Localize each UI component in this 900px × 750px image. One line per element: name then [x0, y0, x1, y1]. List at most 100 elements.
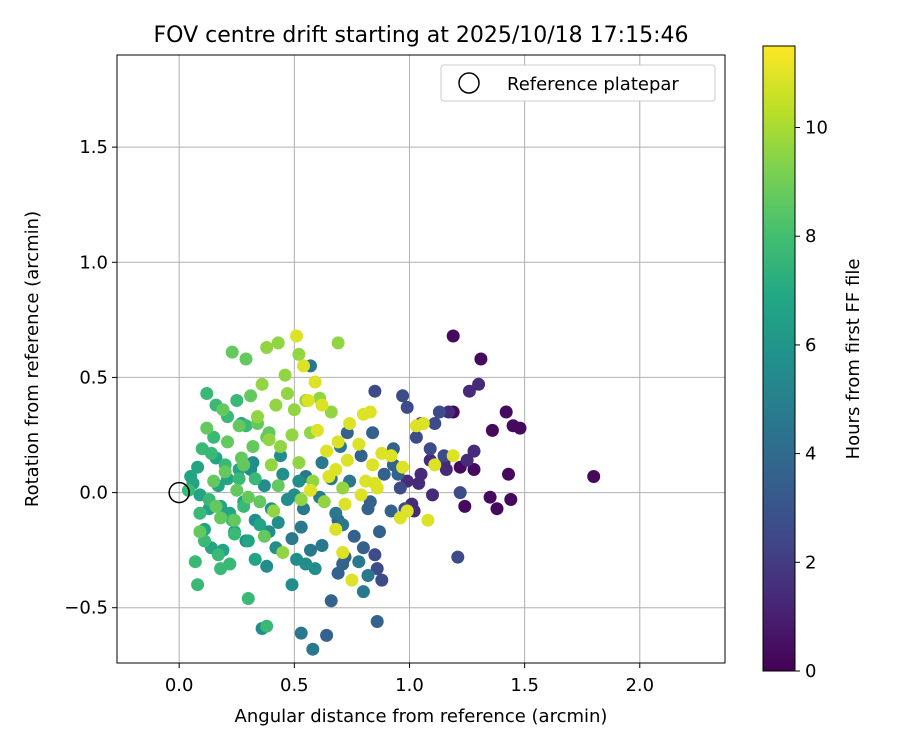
scatter-point	[241, 490, 255, 504]
scatter-point	[232, 472, 246, 486]
scatter-point	[354, 449, 368, 463]
scatter-point	[453, 486, 467, 500]
scatter-point	[207, 430, 221, 444]
scatter-point	[308, 375, 322, 389]
legend-reference-marker	[458, 72, 480, 94]
scatter-point	[396, 460, 410, 474]
scatter-point	[301, 394, 315, 407]
scatter-point	[368, 384, 382, 398]
scatter-point	[366, 426, 380, 440]
scatter-point	[290, 329, 304, 343]
scatter-point	[356, 541, 370, 555]
legend-box	[440, 64, 716, 102]
scatter-point	[329, 522, 343, 536]
scatter-point	[304, 543, 317, 557]
scatter-point	[439, 463, 453, 476]
scatter-point	[331, 566, 345, 580]
scatter-point	[228, 527, 241, 541]
scatter-point	[315, 456, 329, 470]
scatter-point	[193, 506, 207, 520]
colorbar-ticks: 0 2 4 6 8 10	[795, 118, 828, 682]
y-tick-label: −0.5	[64, 598, 108, 619]
scatter-point	[331, 435, 345, 449]
scatter-point	[191, 578, 205, 592]
scatter-point	[285, 578, 299, 592]
scatter-point	[276, 467, 290, 481]
scatter-point	[336, 481, 350, 495]
scatter-point	[248, 472, 262, 486]
scatter-point	[253, 518, 267, 532]
scatter-point	[271, 516, 285, 529]
scatter-point	[467, 463, 481, 476]
scatter-point	[228, 513, 241, 527]
scatter-point	[426, 488, 439, 502]
scatter-point	[285, 428, 299, 442]
scatter-point	[200, 421, 214, 435]
scatter-point	[472, 377, 486, 391]
scatter-point	[204, 446, 218, 460]
scatter-point	[393, 511, 407, 525]
scatter-point	[504, 493, 518, 506]
chart-title: FOV centre drift starting at 2025/10/18 …	[154, 23, 689, 48]
scatter-point	[294, 493, 308, 506]
scatter-point	[393, 481, 407, 495]
scatter-point	[343, 417, 357, 430]
scatter-point	[442, 405, 456, 419]
scatter-point	[193, 525, 207, 539]
plot-area	[117, 55, 725, 663]
scatter-point	[587, 470, 601, 483]
scatter-point	[437, 449, 451, 463]
scatter-point	[260, 559, 274, 573]
scatter-point	[423, 442, 437, 456]
colorbar-tick-label: 4	[805, 444, 816, 465]
colorbar-tick-label: 10	[805, 118, 828, 139]
x-tick-label: 1.0	[395, 675, 424, 696]
scatter-point	[499, 405, 513, 419]
scatter-point	[260, 619, 274, 633]
scatter-point	[292, 474, 306, 488]
scatter-point	[306, 642, 320, 656]
scatter-point	[361, 569, 375, 582]
scatter-point	[246, 440, 260, 453]
scatter-point	[214, 511, 228, 525]
scatter-point	[412, 476, 426, 490]
scatter-point	[241, 592, 255, 605]
scatter-point	[218, 465, 232, 479]
scatter-point	[188, 555, 202, 569]
x-axis-ticks: 0.0 0.5 1.0 1.5 2.0	[165, 663, 654, 696]
scatter-point	[299, 557, 313, 571]
colorbar-tick-label: 0	[805, 661, 816, 682]
x-tick-label: 0.0	[165, 675, 194, 696]
scatter-point	[370, 615, 384, 628]
scatter-point	[209, 499, 223, 513]
scatter-point	[347, 529, 361, 543]
scatter-point	[373, 525, 386, 539]
y-axis-ticks: −0.5 0.0 0.5 1.0 1.5	[64, 137, 117, 619]
scatter-point	[352, 555, 366, 569]
y-tick-label: 0.0	[79, 483, 108, 504]
scatter-point	[467, 444, 481, 458]
scatter-point	[304, 483, 317, 497]
scatter-point	[502, 467, 515, 481]
scatter-point	[264, 458, 278, 472]
scatter-point	[409, 430, 423, 444]
scatter-point	[267, 504, 281, 518]
reference-platepar-marker	[168, 481, 190, 504]
scatter-point	[244, 389, 258, 403]
legend: Reference platepar	[440, 64, 716, 102]
x-tick-label: 0.5	[280, 675, 309, 696]
scatter-point	[320, 628, 334, 642]
scatter-point	[269, 398, 283, 412]
scatter-point	[331, 336, 345, 350]
y-tick-label: 0.5	[79, 367, 108, 388]
legend-reference-label: Reference platepar	[507, 74, 679, 95]
scatter-point	[257, 479, 271, 493]
scatter-point	[336, 546, 350, 559]
scatter-point	[315, 539, 329, 552]
colorbar: 0 2 4 6 8 10 Hours from first FF file	[762, 45, 864, 682]
scatter-point	[230, 394, 244, 407]
scatter-point	[363, 405, 377, 419]
gridlines	[117, 55, 725, 663]
scatter-point	[276, 546, 290, 559]
